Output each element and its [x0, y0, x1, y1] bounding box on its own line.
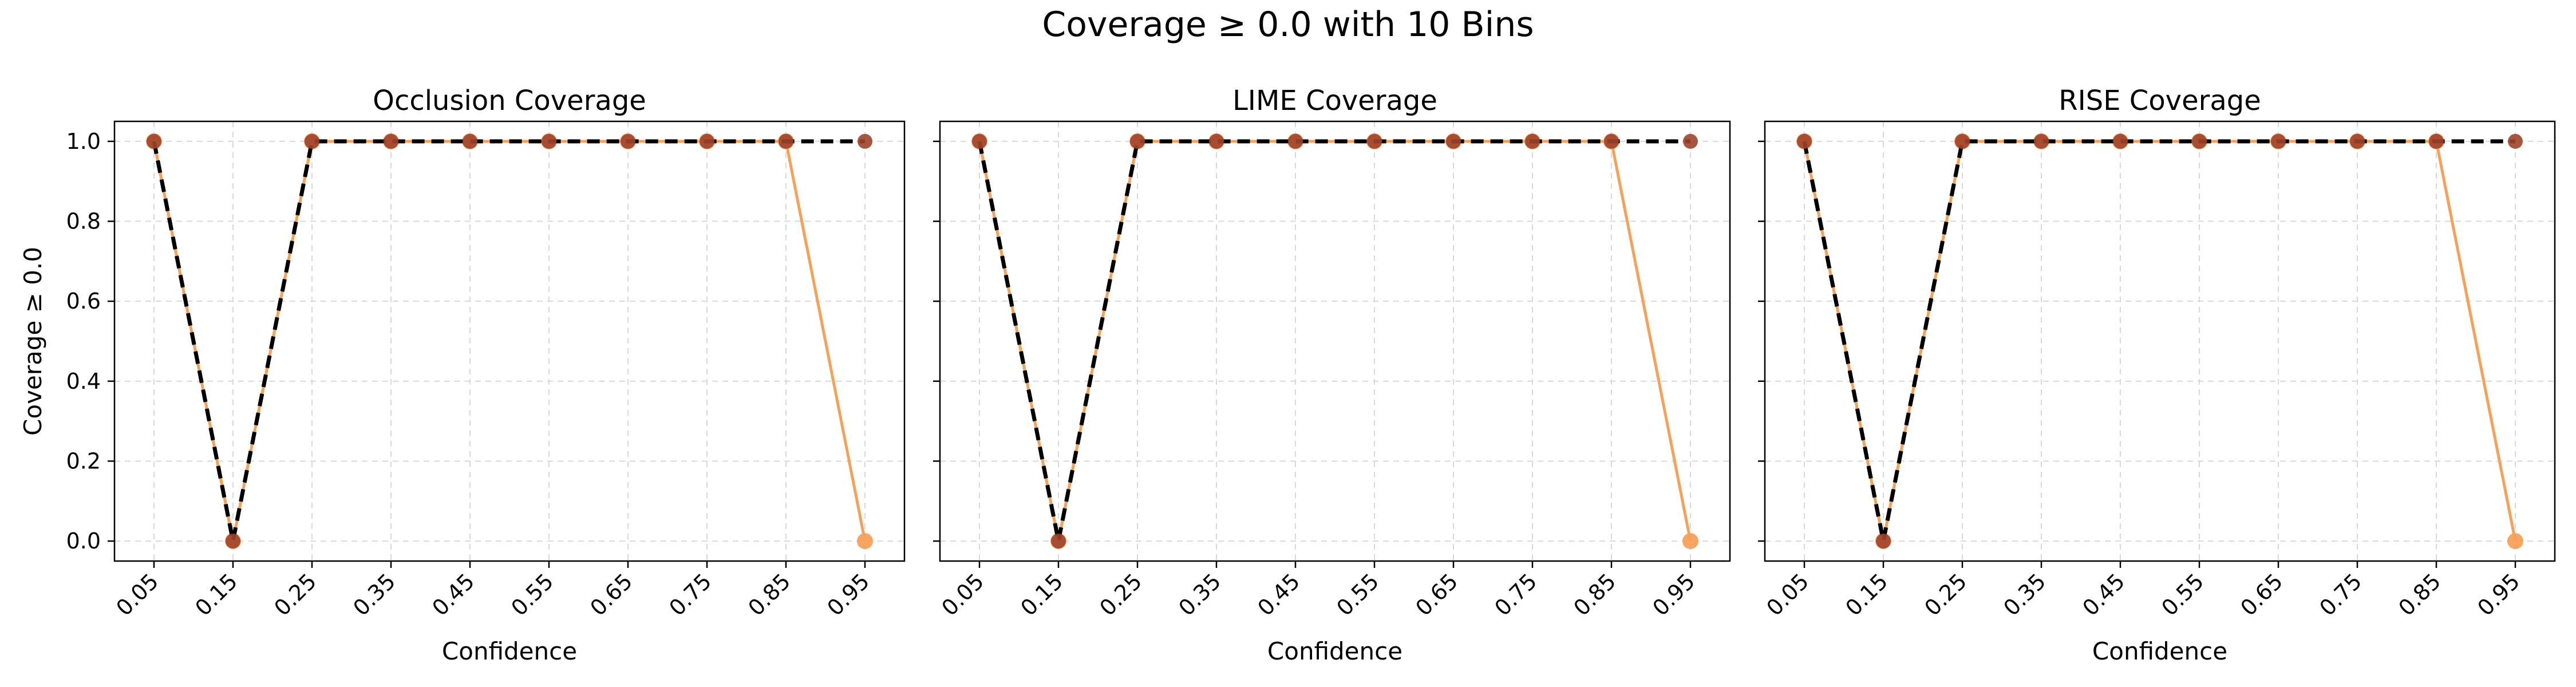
point-orange [1682, 533, 1698, 550]
point-dashed [1209, 133, 1224, 149]
x-tick-label: 0.55 [506, 568, 558, 621]
figure-title: Coverage ≥ 0.0 with 10 Bins [1042, 5, 1534, 45]
x-tick-label: 0.45 [427, 568, 479, 621]
x-axis-label: Confidence [2092, 637, 2227, 665]
y-tick-label: 0.8 [66, 209, 101, 234]
point-dashed [305, 133, 319, 149]
point-dashed [1367, 133, 1382, 149]
point-dashed [1604, 133, 1619, 149]
point-dashed [2508, 133, 2523, 149]
x-tick-label: 0.95 [2472, 568, 2524, 621]
axes-frame [1764, 120, 2556, 562]
point-dashed [1876, 534, 1891, 549]
grid [940, 121, 1730, 561]
point-dashed [779, 133, 793, 149]
y-tick-label: 0.0 [66, 528, 101, 554]
point-dashed [1797, 133, 1812, 149]
x-tick-label: 0.15 [190, 568, 242, 621]
point-orange [857, 533, 873, 550]
x-tick-label: 0.75 [664, 568, 716, 621]
y-tick-label: 0.6 [66, 289, 101, 314]
series-line-orange [152, 140, 867, 542]
y-tick-label: 1.0 [66, 129, 101, 154]
y-tick-label: 0.2 [66, 448, 101, 473]
x-tick-label: 0.25 [1919, 568, 1971, 621]
point-dashed [226, 534, 240, 549]
x-tick-label: 0.45 [2077, 568, 2129, 621]
point-dashed [1051, 534, 1066, 549]
x-tick-label: 0.65 [2235, 568, 2287, 621]
chart-panel-3: 0.05 0.15 0.25 0.35 0.45 0.55 0.65 0.75 0.85 0.95… [1758, 85, 2556, 665]
x-tick-label: 0.15 [1016, 568, 1068, 621]
point-dashed [2192, 133, 2207, 149]
series-line-orange [1803, 140, 2517, 542]
y-tick-label: 0.4 [66, 369, 101, 394]
x-axis-label: Confidence [1267, 637, 1402, 665]
point-dashed [1288, 133, 1303, 149]
point-dashed [463, 133, 477, 149]
x-tick-label: 0.95 [822, 568, 874, 621]
x-tick-label: 0.75 [1490, 568, 1542, 621]
x-tick-label: 0.05 [1761, 568, 1814, 621]
x-tick-label: 0.25 [1095, 568, 1147, 621]
x-tick-label: 0.65 [585, 568, 637, 621]
point-dashed [147, 133, 161, 149]
x-tick-label: 0.55 [1332, 568, 1384, 621]
point-dashed [1955, 133, 1970, 149]
x-tick-label: 0.45 [1253, 568, 1305, 621]
grid [1765, 121, 2555, 561]
x-tick-label: 0.35 [1998, 568, 2050, 621]
chart-title: LIME Coverage [1232, 85, 1437, 117]
x-tick-label: 0.65 [1411, 568, 1463, 621]
point-dashed [858, 133, 872, 149]
x-tick-label: 0.05 [937, 568, 989, 621]
chart-title: RISE Coverage [2059, 85, 2261, 117]
y-axis-label: Coverage ≥ 0.0 [19, 247, 47, 436]
x-tick-label: 0.75 [2314, 568, 2366, 621]
x-tick-label: 0.95 [1647, 568, 1700, 621]
point-dashed [1525, 133, 1540, 149]
point-dashed [2034, 133, 2049, 149]
point-dashed [1683, 133, 1698, 149]
x-tick-label: 0.25 [269, 568, 321, 621]
grid [114, 121, 904, 561]
chart-panel-1: 0.05 0.15 0.25 0.35 0.45 0.55 0.65 0.75 0.85 0.95… [19, 85, 906, 665]
point-dashed [2429, 133, 2444, 149]
chart-title: Occlusion Coverage [373, 85, 646, 117]
point-dashed [621, 133, 635, 149]
x-tick-label: 0.05 [111, 568, 163, 621]
x-tick-label: 0.35 [348, 568, 400, 621]
x-tick-label: 0.85 [743, 568, 795, 621]
x-tick-label: 0.35 [1174, 568, 1226, 621]
point-orange [2507, 533, 2523, 550]
series-line-orange [978, 140, 1692, 542]
point-dashed [972, 133, 987, 149]
point-dashed [2113, 133, 2128, 149]
series-line-dashed [977, 139, 1690, 542]
x-tick-label: 0.85 [2393, 568, 2445, 621]
point-dashed [1446, 133, 1461, 149]
axes-frame [939, 120, 1731, 562]
point-dashed [2271, 133, 2286, 149]
point-dashed [384, 133, 398, 149]
chart-panel-2: 0.05 0.15 0.25 0.35 0.45 0.55 0.65 0.75 0.85 0.95… [933, 85, 1731, 665]
x-axis-label: Confidence [442, 637, 577, 665]
x-tick-label: 0.85 [1568, 568, 1621, 621]
series-line-dashed [1802, 139, 2515, 542]
point-dashed [1130, 133, 1145, 149]
point-dashed [542, 133, 556, 149]
point-dashed [700, 133, 714, 149]
x-tick-label: 0.55 [2156, 568, 2208, 621]
point-dashed [2350, 133, 2365, 149]
axes-frame [113, 120, 906, 562]
series-line-dashed [152, 139, 865, 542]
x-tick-label: 0.15 [1840, 568, 1893, 621]
